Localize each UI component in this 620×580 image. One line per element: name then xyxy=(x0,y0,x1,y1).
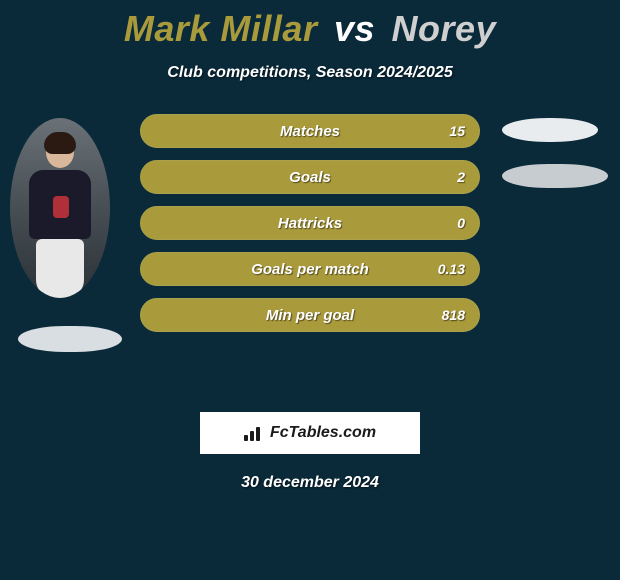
player-torso xyxy=(29,170,91,239)
stats-column: Matches 15 Goals 2 Hattricks 0 Goals per… xyxy=(140,114,480,344)
stat-row-matches: Matches 15 xyxy=(140,114,480,148)
stat-row-goals: Goals 2 xyxy=(140,160,480,194)
stat-value: 0.13 xyxy=(438,261,465,277)
player1-photo xyxy=(10,118,110,298)
stat-row-goals-per-match: Goals per match 0.13 xyxy=(140,252,480,286)
player-hair xyxy=(44,132,76,154)
subtitle: Club competitions, Season 2024/2025 xyxy=(0,64,620,82)
stat-label: Matches xyxy=(280,123,340,140)
bar-1 xyxy=(244,435,248,441)
stat-row-hattricks: Hattricks 0 xyxy=(140,206,480,240)
stat-row-min-per-goal: Min per goal 818 xyxy=(140,298,480,332)
stat-value: 2 xyxy=(457,169,465,185)
stat-label: Goals per match xyxy=(251,261,369,278)
stat-value: 818 xyxy=(442,307,465,323)
date: 30 december 2024 xyxy=(0,474,620,492)
bar-chart-icon xyxy=(244,425,264,441)
bar-2 xyxy=(250,431,254,441)
content-area: Matches 15 Goals 2 Hattricks 0 Goals per… xyxy=(0,114,620,394)
stat-value: 0 xyxy=(457,215,465,231)
stat-label: Min per goal xyxy=(266,307,354,324)
comparison-title: Mark Millar vs Norey xyxy=(0,0,620,50)
player1-shadow-bubble xyxy=(18,326,122,352)
stat-label: Hattricks xyxy=(278,215,342,232)
player1-name: Mark Millar xyxy=(124,8,318,49)
stat-value: 15 xyxy=(449,123,465,139)
player2-name: Norey xyxy=(392,8,497,49)
player2-bubble-top xyxy=(502,118,598,142)
bar-3 xyxy=(256,427,260,441)
vs-text: vs xyxy=(334,8,375,49)
player2-bubble-mid xyxy=(502,164,608,188)
player-legs xyxy=(36,239,84,298)
brand-box: FcTables.com xyxy=(200,412,420,454)
brand-text: FcTables.com xyxy=(270,424,376,442)
stat-label: Goals xyxy=(289,169,331,186)
